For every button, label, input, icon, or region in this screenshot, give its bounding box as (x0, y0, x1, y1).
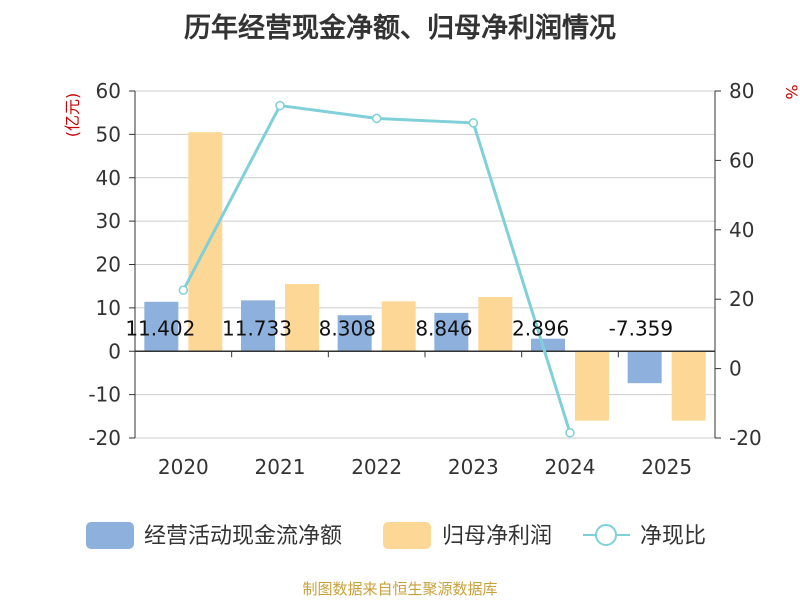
bar-data-label: -7.359 (609, 316, 673, 340)
left-axis-title: (亿元) (63, 93, 82, 138)
left-tick-label: 20 (96, 253, 121, 277)
right-tick-label: 60 (729, 148, 754, 172)
bar-cashflow (531, 338, 565, 352)
bar-data-label: 8.846 (415, 316, 472, 340)
legend-label-cashflow: 经营活动现金流净额 (144, 524, 342, 549)
bar-data-label: 11.733 (222, 316, 292, 340)
right-tick-label: 40 (729, 218, 754, 242)
legend-label-netprofit: 归母净利润 (442, 524, 552, 549)
bar-cashflow (241, 300, 275, 352)
data-labels: 11.402 11.733 8.308 8.846 2.896 -7.359 (125, 316, 673, 340)
bar-netprofit (285, 284, 319, 352)
line-point (275, 100, 285, 111)
line-point (178, 285, 189, 295)
right-tick-label: 0 (729, 357, 742, 381)
left-tick-label: -10 (88, 383, 121, 407)
left-tick-label: -20 (88, 426, 121, 450)
right-tick-label: 20 (729, 287, 754, 311)
bar-cashflow (337, 315, 372, 352)
line-netcash-ratio (182, 103, 572, 434)
source-note: 制图数据来自恒生聚源数据库 (302, 580, 498, 598)
bar-data-label: 2.896 (512, 316, 569, 340)
bar-cashflow (627, 351, 662, 384)
bar-data-label: 11.402 (125, 316, 195, 340)
legend-label-ratio: 净现比 (640, 524, 706, 549)
left-tick-label: 40 (96, 166, 121, 190)
axes: 60 50 40 30 20 10 0 -10 -20 80 60 40 20 0 -20 (亿元)% 2020… (63, 79, 800, 479)
legend: 经营活动现金流净额 归母净利润 净现比 (86, 522, 706, 549)
x-tick-label: 2020 (158, 455, 209, 479)
bar-netprofit (188, 132, 223, 352)
bar-netprofit (478, 297, 513, 352)
bar-netprofit (575, 351, 609, 421)
line-point (371, 113, 382, 124)
bar-netprofit (671, 351, 706, 421)
legend-swatch-netprofit (383, 522, 431, 549)
left-tick-label: 60 (96, 79, 121, 103)
x-tick-label: 2021 (255, 455, 306, 479)
line-series (178, 100, 575, 438)
x-tick-label: 2024 (545, 455, 596, 479)
right-axis-title: % (782, 84, 800, 99)
x-tick-label: 2025 (641, 455, 692, 479)
line-point (468, 118, 479, 128)
bar-cashflow (144, 301, 179, 352)
left-tick-label: 10 (96, 296, 121, 320)
x-tick-label: 2022 (351, 455, 402, 479)
left-tick-label: 50 (96, 122, 121, 146)
x-tick-label: 2023 (448, 455, 499, 479)
right-tick-label: -20 (729, 426, 762, 450)
right-tick-label: 80 (729, 79, 754, 103)
left-tick-label: 0 (108, 339, 121, 363)
left-tick-label: 30 (96, 209, 121, 233)
legend-swatch-cashflow (86, 522, 134, 549)
bar-netprofit (381, 301, 416, 352)
legend-marker-ratio (595, 524, 617, 546)
bar-cashflow (434, 312, 469, 352)
chart-title: 历年经营现金净额、归母净利润情况 (184, 13, 616, 44)
line-point (565, 428, 575, 438)
bar-data-label: 8.308 (319, 316, 376, 340)
bars (144, 132, 706, 421)
